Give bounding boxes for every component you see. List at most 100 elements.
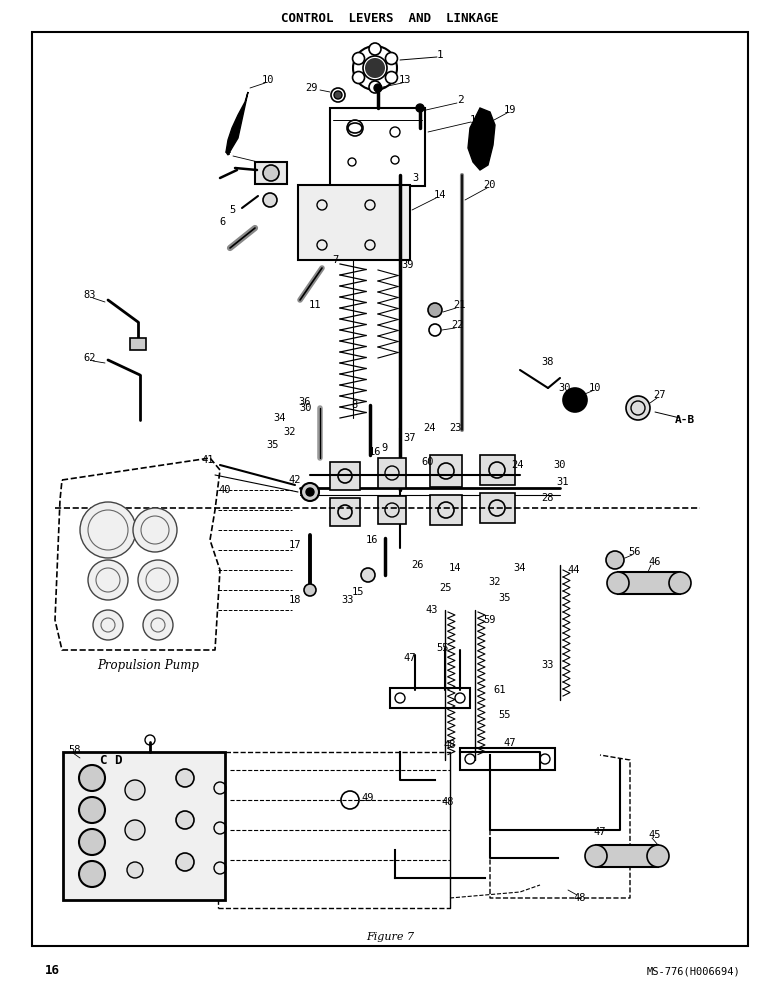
Text: 5: 5: [229, 205, 235, 215]
Circle shape: [385, 72, 398, 84]
Text: 17: 17: [289, 540, 301, 550]
Text: 1: 1: [437, 50, 443, 60]
Text: Figure 7: Figure 7: [366, 932, 414, 942]
Text: 14: 14: [434, 190, 446, 200]
Text: 28: 28: [542, 493, 555, 503]
Circle shape: [385, 52, 398, 64]
Circle shape: [127, 862, 143, 878]
Circle shape: [353, 52, 364, 64]
Circle shape: [79, 829, 105, 855]
Polygon shape: [226, 92, 248, 155]
Circle shape: [374, 84, 382, 92]
Text: 8: 8: [352, 400, 358, 410]
Bar: [63, 752, 225, 900]
Bar: [480, 493, 515, 523]
Text: 19: 19: [504, 105, 516, 115]
Bar: [480, 455, 515, 485]
Text: 29: 29: [306, 83, 318, 93]
Text: A-B: A-B: [675, 415, 695, 425]
Text: 47: 47: [594, 827, 606, 837]
Circle shape: [125, 780, 145, 800]
Text: 34: 34: [274, 413, 286, 423]
Text: 33: 33: [342, 595, 354, 605]
Text: 35: 35: [267, 440, 279, 450]
Circle shape: [647, 845, 669, 867]
Text: 44: 44: [568, 565, 580, 575]
Text: 11: 11: [309, 300, 321, 310]
Text: 12: 12: [470, 115, 482, 125]
Circle shape: [416, 104, 424, 112]
Circle shape: [176, 811, 194, 829]
Circle shape: [304, 584, 316, 596]
Text: 16: 16: [366, 535, 378, 545]
Text: 30: 30: [554, 460, 566, 470]
Circle shape: [79, 861, 105, 887]
Circle shape: [79, 797, 105, 823]
Text: 61: 61: [494, 685, 506, 695]
Text: 34: 34: [514, 563, 526, 573]
Text: 31: 31: [557, 477, 569, 487]
Text: 55: 55: [437, 643, 449, 653]
Text: 48: 48: [444, 740, 456, 750]
Circle shape: [306, 488, 314, 496]
Text: 46: 46: [649, 557, 661, 567]
Circle shape: [88, 560, 128, 600]
Circle shape: [607, 572, 629, 594]
Text: 27: 27: [654, 390, 666, 400]
Circle shape: [361, 568, 375, 582]
Circle shape: [263, 165, 279, 181]
Circle shape: [626, 396, 650, 420]
Text: 39: 39: [402, 260, 414, 270]
Text: 41: 41: [202, 455, 215, 465]
Text: 36: 36: [299, 397, 311, 407]
Text: 60: 60: [422, 457, 434, 467]
Circle shape: [80, 502, 136, 558]
Text: 23: 23: [448, 423, 461, 433]
Bar: [378, 496, 406, 524]
Bar: [430, 455, 462, 487]
Text: 35: 35: [498, 593, 511, 603]
Circle shape: [606, 551, 624, 569]
Text: 6: 6: [219, 217, 225, 227]
Text: 24: 24: [424, 423, 436, 433]
Text: 49: 49: [362, 793, 374, 803]
Circle shape: [79, 765, 105, 791]
Text: 7: 7: [332, 255, 338, 265]
Circle shape: [138, 560, 178, 600]
Circle shape: [585, 845, 607, 867]
Circle shape: [176, 769, 194, 787]
Text: 48: 48: [574, 893, 587, 903]
Text: 83: 83: [83, 290, 96, 300]
Bar: [330, 498, 360, 526]
Text: 18: 18: [289, 595, 301, 605]
Text: C D: C D: [100, 754, 122, 766]
Text: 58: 58: [69, 745, 81, 755]
Text: 26: 26: [412, 560, 424, 570]
Text: 32: 32: [284, 427, 296, 437]
Text: 3: 3: [412, 173, 418, 183]
Text: 4: 4: [225, 147, 231, 157]
Circle shape: [353, 72, 364, 84]
Polygon shape: [468, 108, 495, 170]
Text: 14: 14: [448, 563, 461, 573]
Circle shape: [365, 58, 385, 78]
Circle shape: [563, 388, 587, 412]
Bar: [596, 845, 658, 867]
Text: 42: 42: [289, 475, 301, 485]
Circle shape: [143, 610, 173, 640]
Text: Propulsion Pump: Propulsion Pump: [97, 658, 199, 672]
Text: 62: 62: [83, 353, 96, 363]
Bar: [298, 185, 410, 260]
Text: 59: 59: [484, 615, 496, 625]
Text: 43: 43: [426, 605, 438, 615]
Text: 25: 25: [438, 583, 452, 593]
Bar: [618, 572, 680, 594]
Text: 38: 38: [542, 357, 555, 367]
Text: 9: 9: [382, 443, 388, 453]
Text: 33: 33: [542, 660, 555, 670]
Circle shape: [369, 81, 381, 93]
Bar: [130, 338, 146, 350]
Circle shape: [334, 91, 342, 99]
Text: 15: 15: [352, 587, 364, 597]
Text: 56: 56: [629, 547, 641, 557]
